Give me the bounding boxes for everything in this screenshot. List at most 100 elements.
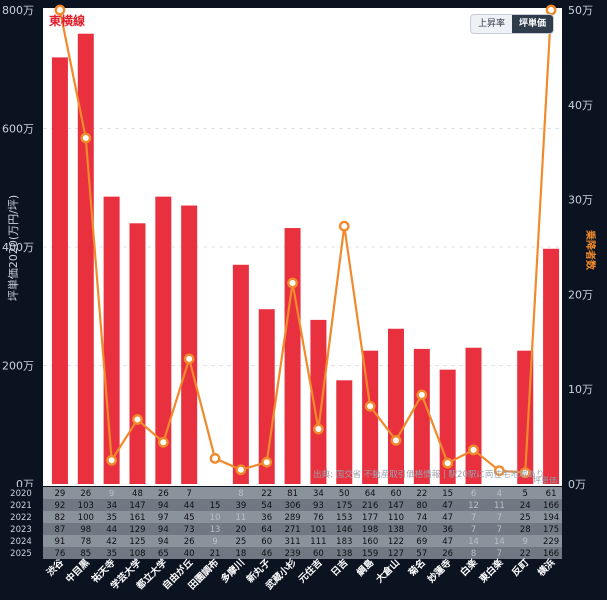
line-point	[235, 464, 247, 476]
line-point	[261, 456, 273, 468]
right-tick-label: 20万	[568, 288, 593, 301]
table-cell: 7	[497, 549, 502, 559]
line-point	[493, 465, 505, 477]
table-cell: 147	[388, 501, 404, 511]
table-cell: 70	[416, 525, 427, 535]
table-cell: 183	[336, 537, 352, 547]
table-cell: 18	[235, 549, 246, 559]
table-year-label: 2025	[10, 549, 32, 559]
table-cell: 93	[313, 501, 324, 511]
table-cell: 54	[261, 501, 272, 511]
table-cell: 60	[313, 549, 324, 559]
line-point	[287, 277, 298, 289]
table-cell: 22	[261, 489, 272, 499]
table-cell: 91	[55, 537, 66, 547]
line-point	[80, 132, 92, 144]
table-year-cell	[0, 487, 43, 499]
table-cell: 15	[442, 489, 453, 499]
table-cell: 7	[471, 513, 476, 523]
table-cell: 24	[520, 501, 531, 511]
table-cell: 138	[388, 525, 404, 535]
table-cell: 42	[106, 537, 117, 547]
left-tick-label: 200万	[2, 360, 34, 373]
table-cell: 122	[388, 537, 404, 547]
table-year-cell	[0, 511, 43, 523]
table-cell: 9	[212, 537, 217, 547]
bar	[465, 347, 482, 484]
table-cell: 36	[261, 513, 272, 523]
line-point	[519, 467, 531, 479]
price-button[interactable]: 坪単価	[512, 15, 554, 33]
bar	[232, 264, 249, 484]
bar	[129, 223, 146, 485]
left-tick-label: 600万	[2, 123, 34, 136]
table-cell: 76	[313, 513, 324, 523]
table-row	[43, 499, 562, 511]
table-cell: 11	[494, 501, 505, 511]
table-cell: 101	[310, 525, 326, 535]
bar	[51, 57, 68, 485]
table-cell: 12	[468, 501, 479, 511]
bar	[310, 319, 327, 484]
table-cell: 20	[235, 525, 246, 535]
bar	[284, 228, 301, 484]
line-point	[390, 434, 402, 446]
table-year-label: 2023	[10, 525, 32, 535]
table-cell: 64	[261, 525, 272, 535]
table-cell: 14	[494, 537, 505, 547]
table-cell: 26	[80, 489, 91, 499]
table-cell: 306	[284, 501, 300, 511]
table-cell: 175	[543, 525, 559, 535]
table-cell: 5	[523, 489, 528, 499]
table-cell: 87	[55, 525, 66, 535]
table-cell: 35	[106, 549, 117, 559]
table-year-cell	[0, 499, 43, 511]
rate-button[interactable]: 上昇率	[478, 19, 506, 29]
table-cell: 25	[235, 537, 246, 547]
line-point	[442, 457, 454, 469]
table-cell: 100	[78, 513, 94, 523]
table-cell: 47	[442, 513, 453, 523]
line-point	[364, 400, 376, 412]
table-cell: 85	[80, 549, 91, 559]
line-point	[545, 4, 557, 16]
line-point	[338, 220, 350, 232]
table-cell: 194	[543, 513, 559, 523]
table-cell: 22	[520, 549, 531, 559]
table-cell: 9	[109, 489, 114, 499]
bar	[103, 196, 120, 484]
table-cell: 15	[210, 501, 221, 511]
metric-toggle[interactable]: 上昇率 坪単価	[470, 14, 555, 34]
right-axis-label: 乗降者数	[584, 229, 597, 271]
table-cell: 35	[106, 513, 117, 523]
line-point	[106, 454, 118, 466]
table-cell: 147	[129, 501, 145, 511]
table-cell: 28	[520, 525, 531, 535]
line-point	[468, 444, 479, 456]
bar	[387, 328, 404, 484]
table-cell: 45	[184, 513, 195, 523]
table-cell: 61	[546, 489, 557, 499]
table-cell: 22	[416, 489, 427, 499]
table-year-label: 2020	[10, 489, 32, 499]
table-cell: 289	[284, 513, 300, 523]
right-tick-label: 50万	[568, 4, 593, 17]
table-cell: 74	[416, 513, 427, 523]
table-cell: 97	[158, 513, 169, 523]
table-cell: 48	[132, 489, 143, 499]
table-row	[43, 511, 562, 523]
right-tick-label: 10万	[568, 383, 593, 396]
table-cell: 166	[543, 549, 559, 559]
table-cell: 11	[235, 513, 246, 523]
table-cell: 73	[184, 525, 195, 535]
table-cell: 39	[235, 501, 246, 511]
table-cell: 92	[55, 501, 66, 511]
line-point	[183, 353, 195, 365]
bar	[77, 33, 94, 484]
table-cell: 29	[55, 489, 66, 499]
table-year-label: 2024	[10, 537, 32, 547]
table-cell: 239	[284, 549, 300, 559]
left-axis-label: 坪単価2020(万円/坪)	[6, 195, 20, 301]
table-row	[43, 487, 562, 499]
